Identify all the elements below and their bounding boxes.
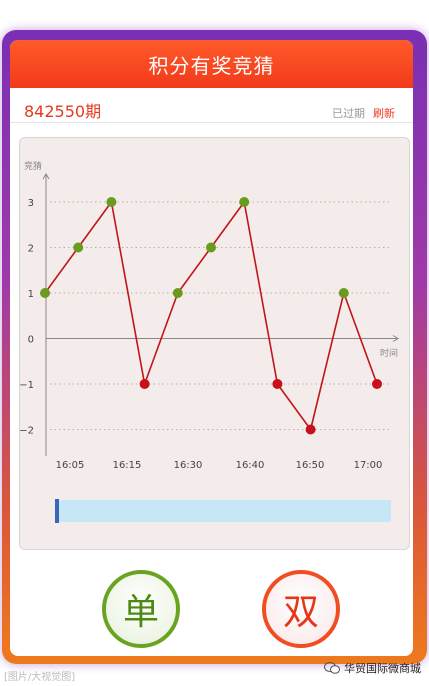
issue-row: 842550期 已过期 刷新 (10, 88, 413, 123)
time-slider-track[interactable] (55, 500, 391, 522)
quiz-card: 积分有奖竞猜 842550期 已过期 刷新 竞猜时间 3 2 1 0 −1 −2 16:05 1… (10, 40, 413, 656)
x-tick-label: 16:30 (174, 460, 203, 471)
y-tick-label: 0 (28, 335, 34, 346)
issue-number: 842550期 (24, 102, 102, 121)
x-tick-label: 16:50 (296, 460, 325, 471)
y-tick-label: −1 (20, 380, 34, 391)
x-tick-label: 16:40 (236, 460, 265, 471)
y-tick-label: 2 (28, 244, 34, 255)
x-axis-arrow (392, 335, 399, 342)
time-slider-handle[interactable] (55, 499, 59, 523)
even-bet-button[interactable]: 双 (262, 570, 340, 648)
data-point (172, 288, 183, 298)
refresh-button[interactable]: 刷新 (373, 107, 395, 120)
odd-bet-button[interactable]: 单 (102, 570, 180, 648)
x-tick-label: 16:05 (56, 460, 85, 471)
y-tick-label: 1 (28, 289, 34, 300)
y-tick-label: −2 (20, 426, 34, 437)
status-badge: 已过期 (332, 107, 365, 120)
data-point (206, 242, 216, 253)
x-tick-label: 16:15 (113, 460, 142, 471)
x-axis-label: 时间 (380, 347, 398, 359)
data-point (338, 288, 349, 298)
chart-panel: 竞猜时间 3 2 1 0 −1 −2 16:05 16:15 16:30 16:40 16:50 17:… (19, 137, 410, 550)
x-tick-label: 17:00 (354, 460, 383, 471)
data-point (272, 379, 283, 389)
watermark-left: [图片/大视觉图] (4, 672, 76, 683)
wechat-icon (324, 662, 340, 674)
data-point (40, 288, 50, 298)
series-line (44, 201, 378, 431)
data-point (372, 379, 382, 389)
watermark-text: 华贸国际微商城 (344, 662, 421, 675)
y-axis-arrow (42, 173, 50, 180)
y-tick-label: 3 (28, 198, 34, 209)
data-point (239, 197, 250, 207)
data-point (106, 197, 117, 207)
y-axis-label: 竞猜 (24, 160, 42, 172)
data-point (73, 242, 84, 253)
data-point (305, 424, 316, 435)
data-point (139, 379, 150, 389)
watermark-right: 华贸国际微商城 (324, 660, 421, 676)
page-title: 积分有奖竞猜 (10, 40, 413, 88)
